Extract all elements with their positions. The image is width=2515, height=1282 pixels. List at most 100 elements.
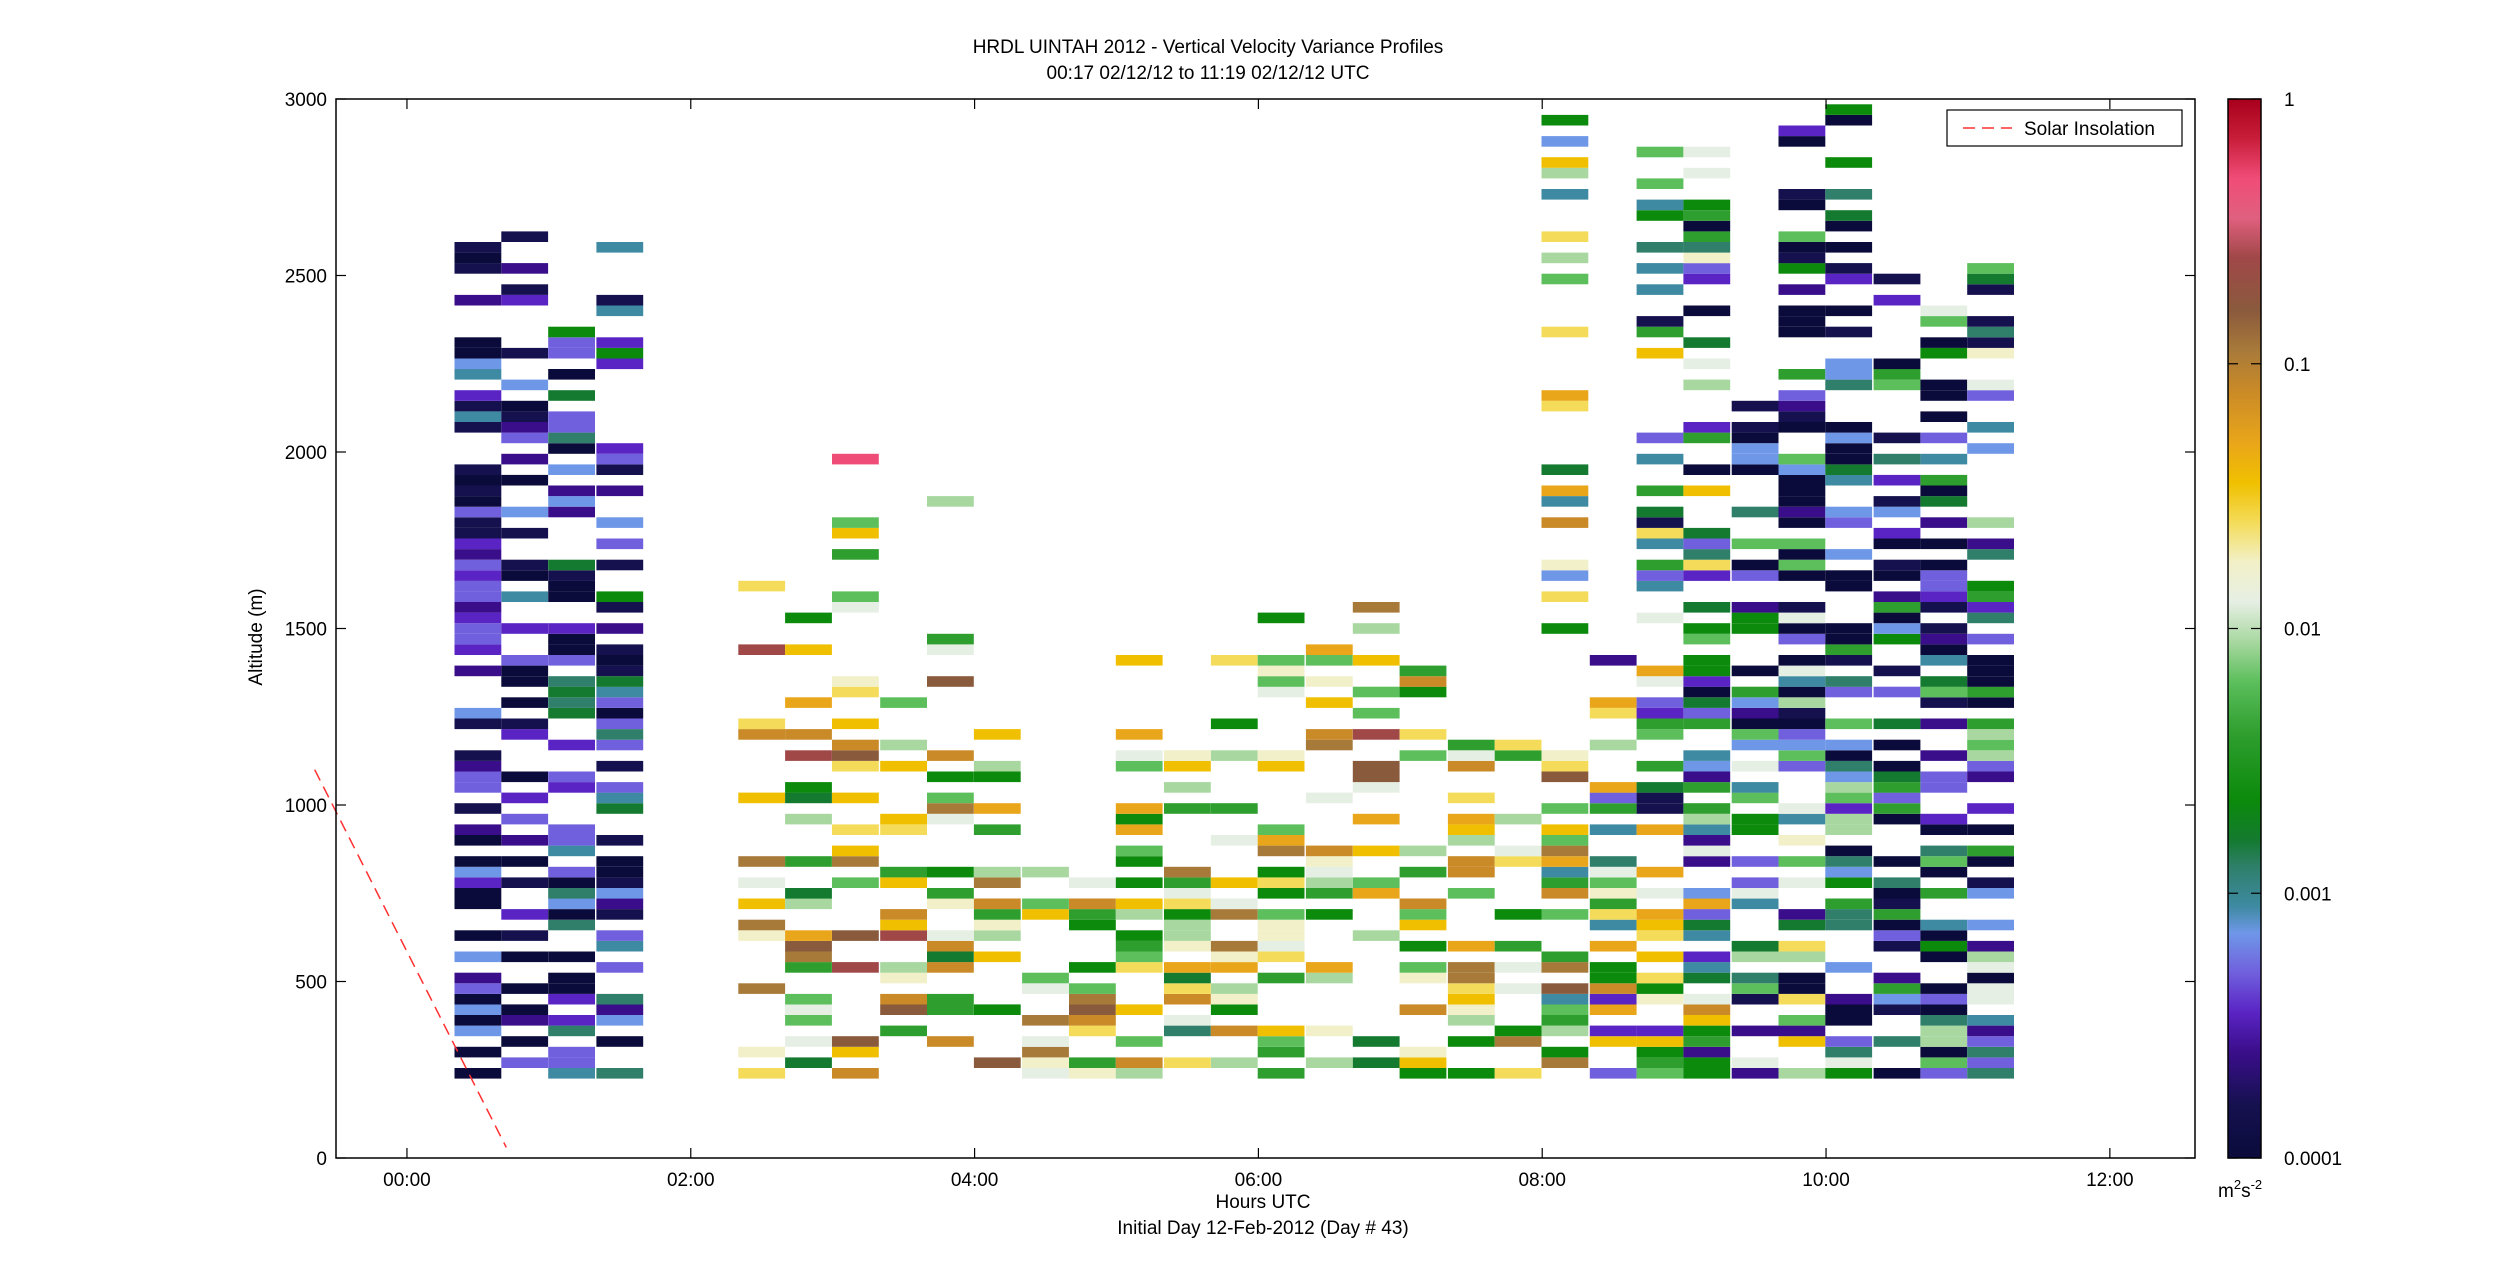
heatmap-cell [1257,877,1305,888]
heatmap-cell [1399,866,1447,878]
heatmap-cell [1920,856,1968,867]
heatmap-cell [1683,1057,1731,1068]
heatmap-cell [1305,856,1353,867]
heatmap-cell [1778,506,1826,518]
heatmap-cell [1022,1015,1069,1026]
heatmap-cell [1022,983,1069,994]
heatmap-cell [548,1025,595,1037]
heatmap-cell [738,930,786,941]
heatmap-cell [927,813,974,825]
heatmap-cell [832,824,879,835]
heatmap-cell [1825,580,1873,592]
heatmap-cell [785,612,832,624]
heatmap-cell [501,379,549,391]
heatmap-cell [1731,538,1779,550]
heatmap-cell [832,760,879,772]
heatmap-cell [1731,464,1779,475]
heatmap-cell [1873,888,1921,899]
heatmap-cell [454,824,502,835]
heatmap-cell [1210,909,1258,920]
heatmap-cell [501,983,549,994]
heatmap-cell [973,729,1021,740]
heatmap-cell [1447,824,1495,835]
heatmap-cell [1541,591,1589,602]
heatmap-cell [1164,972,1211,984]
heatmap-cell [1778,760,1826,772]
heatmap-cell [832,877,879,888]
heatmap-cell [1352,813,1400,825]
heatmap-cell [1589,824,1637,835]
heatmap-cell [1541,824,1589,835]
heatmap-cell [501,623,549,634]
heatmap-cell [548,506,595,518]
heatmap-cell [1920,676,1968,687]
heatmap-cell [596,294,644,306]
heatmap-cell [1305,644,1353,655]
heatmap-cell [1967,549,2014,560]
heatmap-cell [1589,707,1637,719]
heatmap-cell [1210,877,1258,888]
heatmap-cell [1967,1046,2014,1058]
heatmap-cell [596,358,644,370]
heatmap-cell [1683,538,1731,550]
heatmap-cell [1115,877,1163,888]
heatmap-cell [927,676,974,687]
heatmap-cell [1305,1025,1353,1037]
heatmap-cell [1920,580,1968,592]
heatmap-cell [1731,940,1779,952]
heatmap-cell [1683,210,1731,221]
heatmap-cell [785,856,832,867]
heatmap-cell [1778,390,1826,401]
heatmap-cell [1636,909,1684,920]
heatmap-cell [454,750,502,761]
heatmap-cell [1399,940,1447,952]
heatmap-cell [785,729,832,740]
heatmap-cell [548,919,595,931]
heatmap-cell [832,1046,879,1058]
heatmap-cell [454,930,502,941]
heatmap-cell [1778,665,1826,677]
heatmap-cell [973,760,1021,772]
x-tick-label: 12:00 [2086,1170,2134,1191]
heatmap-cell [548,972,595,984]
heatmap-cell [927,866,974,878]
heatmap-cell [1399,919,1447,931]
heatmap-cell [454,252,502,264]
heatmap-cell [1967,390,2014,401]
heatmap-cell [1636,866,1684,878]
heatmap-cell [738,898,786,910]
heatmap-cell [1683,1025,1731,1037]
heatmap-cell [738,729,786,740]
heatmap-cell [1164,877,1211,888]
heatmap-cell [973,824,1021,835]
heatmap-cell [548,771,595,783]
heatmap-cell [596,538,644,550]
heatmap-cell [548,782,595,793]
heatmap-cell [1022,866,1069,878]
heatmap-cell [1731,993,1779,1005]
heatmap-cell [1825,644,1873,655]
heatmap-cell [1920,951,1968,963]
heatmap-cell [596,655,644,666]
heatmap-cell [454,856,502,867]
heatmap-cell [548,1057,595,1068]
heatmap-cell [1731,718,1779,730]
heatmap-cell [880,824,927,835]
heatmap-cell [1257,655,1305,666]
heatmap-cell [1683,252,1731,264]
heatmap-cell [596,644,644,655]
heatmap-cell [1683,972,1731,984]
heatmap-cell [1778,718,1826,730]
heatmap-cell [1541,326,1589,338]
heatmap-cell [1683,1036,1731,1047]
heatmap-cell [1920,1015,1968,1026]
heatmap-cell [501,1015,549,1026]
heatmap-cell [454,464,502,475]
heatmap-cell [1683,570,1731,581]
heatmap-cell [1636,919,1684,931]
heatmap-cell [501,1036,549,1047]
heatmap-cell [1825,474,1873,486]
heatmap-cell [1683,199,1731,211]
heatmap-cell [785,1015,832,1026]
heatmap-cell [501,665,549,677]
